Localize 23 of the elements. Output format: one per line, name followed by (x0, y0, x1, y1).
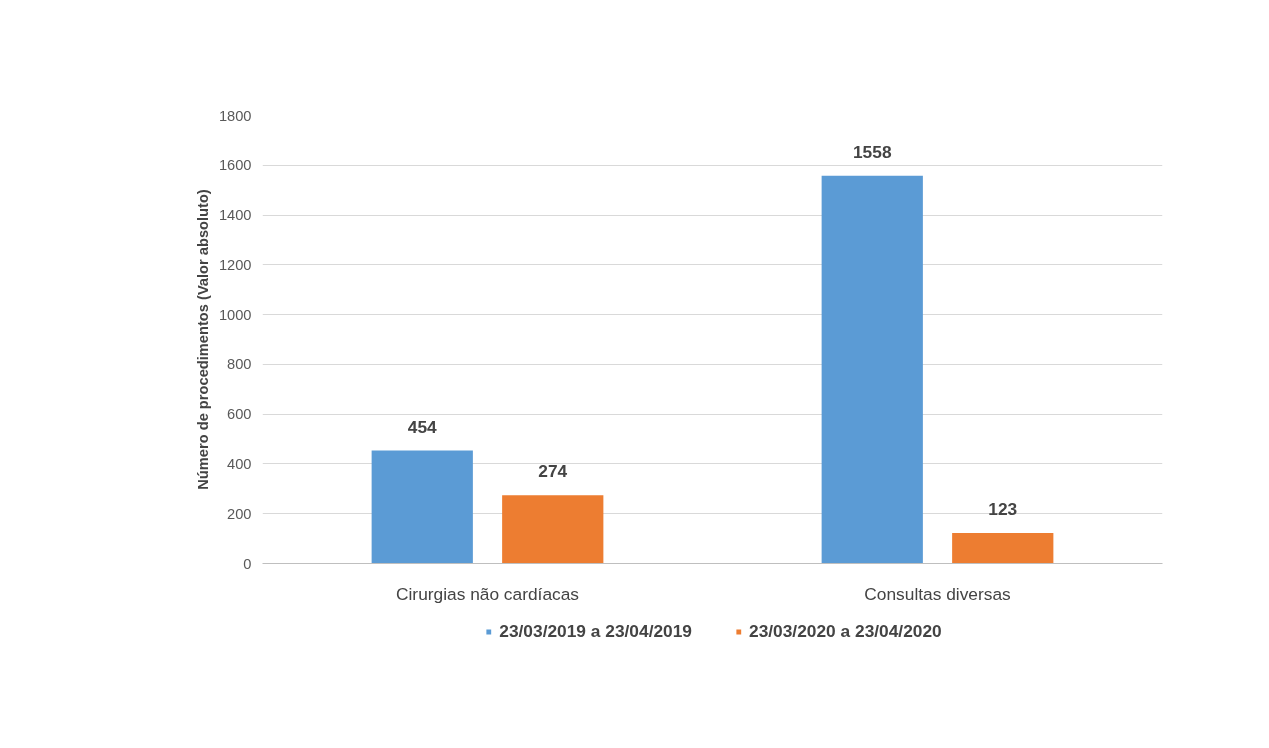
legend-label: 23/03/2020 a 23/04/2020 (749, 620, 942, 642)
y-tick-label: 1400 (218, 207, 252, 224)
y-tick-label: 800 (227, 356, 252, 373)
y-tick-label: 1600 (218, 157, 252, 174)
data-label: 1558 (852, 141, 892, 162)
x-tick-label: Cirurgias não cardíacas (396, 583, 580, 604)
y-tick-label: 200 (227, 505, 252, 522)
y-tick-label: 1200 (218, 256, 252, 273)
y-tick-label: 400 (227, 455, 252, 472)
y-tick-label: 600 (227, 406, 252, 423)
bar (371, 450, 473, 564)
bar (952, 532, 1054, 564)
y-tick-label: 1800 (218, 107, 252, 124)
bar (821, 175, 923, 564)
y-tick-label: 0 (243, 555, 252, 572)
bar (502, 495, 604, 564)
y-axis-title: Número de procedimentos (Valor absoluto) (194, 189, 211, 490)
x-tick-label: Consultas diversas (864, 583, 1012, 604)
data-label: 454 (407, 416, 438, 437)
legend-label: 23/03/2019 a 23/04/2019 (499, 620, 692, 642)
y-tick-label: 1000 (218, 306, 252, 323)
data-label: 274 (538, 461, 568, 482)
data-label: 123 (988, 498, 1018, 519)
